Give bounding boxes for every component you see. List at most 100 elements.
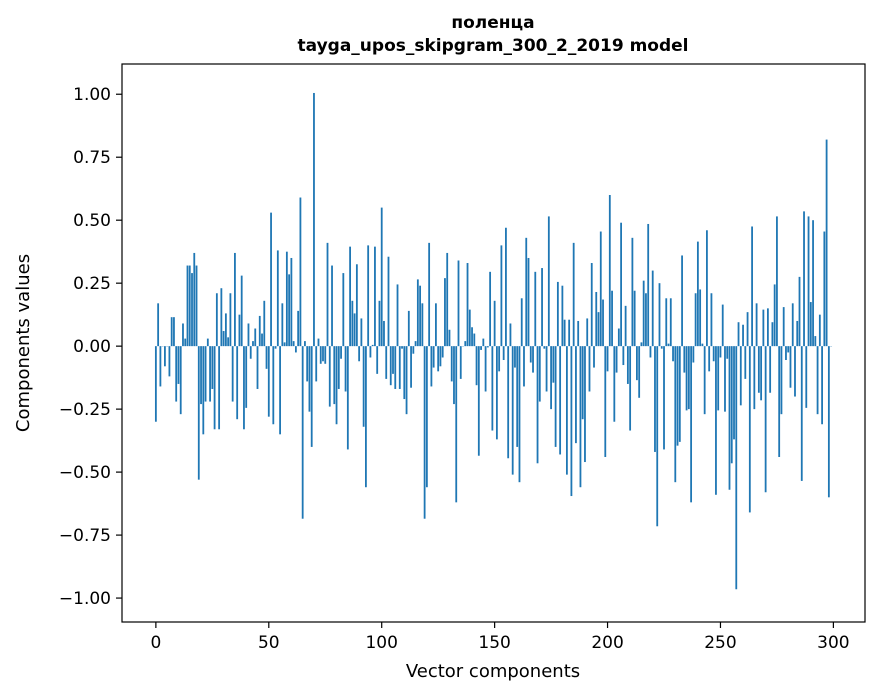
bar	[529, 346, 532, 363]
bar	[182, 323, 184, 347]
bar	[195, 265, 198, 347]
bar	[660, 346, 663, 349]
bar	[676, 346, 679, 446]
chart-title-line-1: поленца	[451, 13, 534, 33]
bar	[173, 317, 175, 347]
bar	[432, 346, 435, 368]
bar	[602, 299, 604, 347]
bar	[572, 242, 575, 347]
bar	[753, 346, 756, 410]
bar	[477, 346, 480, 456]
bar	[613, 346, 616, 422]
bar	[690, 346, 693, 503]
bar	[281, 303, 284, 347]
bar	[446, 252, 449, 347]
bar	[685, 346, 688, 411]
chart-title-line-2: tayga_upos_skipgram_300_2_2019 model	[298, 36, 689, 56]
x-tick-label: 0	[150, 633, 161, 653]
bar	[615, 346, 618, 373]
bar	[256, 346, 259, 389]
bar	[663, 346, 665, 450]
bar	[252, 341, 254, 347]
bar	[200, 346, 202, 405]
bar	[471, 327, 473, 347]
bar	[164, 346, 166, 367]
bar	[735, 346, 738, 590]
bar	[358, 346, 361, 362]
bar	[263, 300, 266, 347]
bar	[188, 265, 191, 347]
x-tick-label: 300	[817, 633, 849, 653]
bar	[322, 346, 324, 362]
bar	[773, 284, 776, 347]
bar	[211, 346, 214, 389]
bar	[355, 264, 358, 347]
bar	[552, 346, 555, 383]
bar	[593, 346, 595, 368]
bar	[157, 303, 160, 347]
bar	[362, 346, 365, 427]
bar	[782, 307, 785, 347]
bar	[439, 346, 442, 367]
bar	[475, 346, 478, 386]
bar	[317, 338, 320, 347]
bar	[766, 308, 769, 347]
bar	[272, 346, 275, 425]
bar	[186, 265, 189, 347]
bar	[559, 346, 562, 455]
bar	[500, 245, 503, 347]
bar	[622, 346, 625, 366]
bar	[764, 346, 767, 493]
bar	[283, 342, 286, 347]
bar	[310, 346, 313, 447]
bar	[780, 346, 783, 415]
bar	[297, 310, 300, 347]
bar	[800, 346, 803, 481]
bar	[746, 312, 749, 347]
bar	[717, 346, 720, 411]
x-axis-ticks: 0 50 100 150 200 250 300	[150, 622, 850, 653]
bar	[240, 275, 243, 347]
bar	[527, 257, 530, 347]
bar	[344, 346, 347, 392]
bar	[509, 323, 512, 347]
bar	[726, 346, 729, 359]
bar	[482, 338, 485, 347]
x-tick-label: 100	[365, 633, 397, 653]
bar	[575, 346, 577, 444]
bar	[554, 346, 557, 447]
bar	[315, 346, 318, 382]
bar	[396, 284, 399, 347]
bar	[534, 271, 537, 347]
bar	[586, 318, 589, 347]
bar	[170, 317, 173, 347]
bar	[739, 346, 742, 406]
bar	[398, 346, 401, 389]
y-tick-label: −0.50	[59, 463, 111, 483]
x-tick-label: 200	[591, 633, 623, 653]
bar	[349, 246, 351, 347]
bar	[809, 302, 812, 347]
bar	[798, 276, 801, 347]
bar	[448, 329, 451, 347]
bar	[631, 237, 634, 347]
y-tick-label: 0.25	[73, 274, 111, 294]
bar	[324, 346, 327, 364]
bar	[728, 346, 731, 490]
bar	[489, 271, 492, 347]
bar	[457, 260, 460, 347]
bar	[416, 279, 419, 347]
bar	[419, 285, 422, 347]
bar	[541, 268, 543, 347]
bar	[654, 346, 656, 452]
bar	[568, 319, 571, 347]
y-tick-label: 0.50	[73, 211, 111, 231]
bar	[328, 346, 331, 407]
bar	[385, 346, 388, 379]
bar	[206, 338, 209, 347]
bar	[204, 346, 207, 402]
bar	[823, 231, 826, 347]
bar	[261, 333, 263, 347]
bar	[274, 346, 277, 349]
bar	[224, 313, 227, 347]
